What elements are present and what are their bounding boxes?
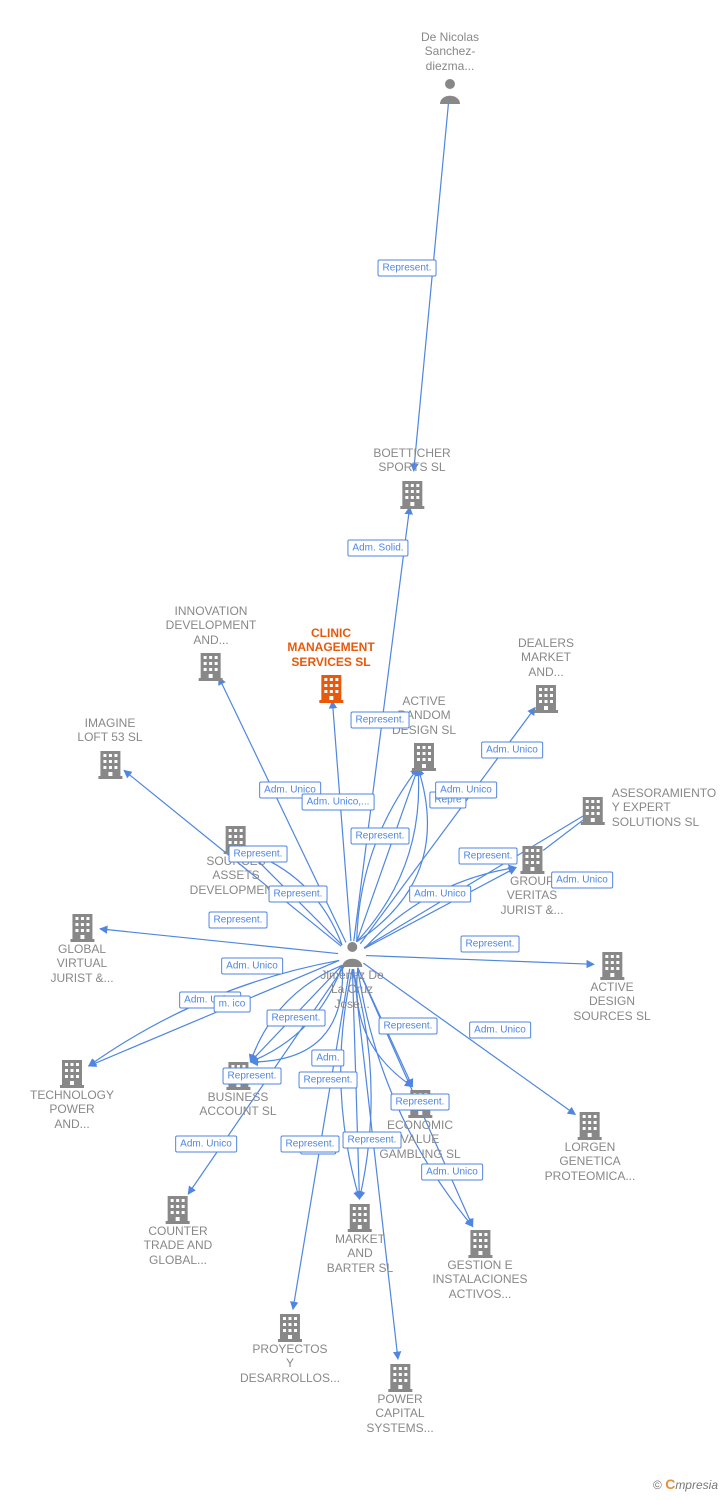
person-icon <box>320 940 383 968</box>
node-label: CLINIC MANAGEMENT SERVICES SL <box>287 626 374 669</box>
building-icon <box>366 1362 433 1392</box>
node-n_active_rd[interactable]: ACTIVE RANDOM DESIGN SL <box>392 694 456 771</box>
node-n_imagine[interactable]: IMAGINE LOFT 53 SL <box>77 716 142 779</box>
building-icon <box>373 479 450 509</box>
node-label: Jimenez De La Cruz Jose... <box>320 968 383 1011</box>
building-icon <box>392 741 456 771</box>
edge-label: Represent. <box>343 1132 402 1149</box>
building-icon <box>144 1194 213 1224</box>
building-icon <box>50 912 113 942</box>
node-label: De Nicolas Sanchez- diezma... <box>421 30 479 73</box>
edge-label: Adm. Unico <box>175 1136 237 1153</box>
edge-label: Represent. <box>229 846 288 863</box>
node-label: GESTION E INSTALACIONES ACTIVOS... <box>432 1258 527 1301</box>
copyright-brand-first: C <box>665 1476 675 1492</box>
node-label: DEALERS MARKET AND... <box>518 636 574 679</box>
copyright-symbol: © <box>653 1478 662 1492</box>
edge-label: Adm. Solid. <box>347 540 408 557</box>
edge-label: Represent. <box>459 848 518 865</box>
building-icon <box>518 683 574 713</box>
building-icon <box>287 673 374 703</box>
copyright-brand-rest: mpresia <box>675 1478 718 1492</box>
node-label: POWER CAPITAL SYSTEMS... <box>366 1392 433 1435</box>
edge-label: Represent. <box>379 1018 438 1035</box>
edge <box>414 101 449 471</box>
building-icon <box>545 1110 636 1140</box>
building-icon <box>166 651 257 681</box>
node-label: COUNTER TRADE AND GLOBAL... <box>144 1224 213 1267</box>
building-icon <box>30 1058 114 1088</box>
node-label: INNOVATION DEVELOPMENT AND... <box>166 604 257 647</box>
building-icon <box>327 1202 393 1232</box>
edge-label: Represent. <box>351 712 410 729</box>
edge-label: Adm. Unico <box>481 742 543 759</box>
node-label: ASESORAMIENTO Y EXPERT SOLUTIONS SL <box>612 786 716 829</box>
edge <box>366 956 594 965</box>
node-n_proyectos[interactable]: PROYECTOS Y DESARROLLOS... <box>240 1312 340 1389</box>
edge-label: Represent. <box>281 1136 340 1153</box>
node-label: ACTIVE DESIGN SOURCES SL <box>573 980 650 1023</box>
node-n_jimenez[interactable]: Jimenez De La Cruz Jose... <box>320 940 383 1015</box>
node-label: IMAGINE LOFT 53 SL <box>77 716 142 745</box>
node-n_clinic[interactable]: CLINIC MANAGEMENT SERVICES SL <box>287 626 374 703</box>
edge-label: Represent. <box>351 828 410 845</box>
node-label: GLOBAL VIRTUAL JURIST &... <box>50 942 113 985</box>
edge <box>100 929 338 954</box>
node-n_global[interactable]: GLOBAL VIRTUAL JURIST &... <box>50 912 113 989</box>
edge-label: Adm. Unico <box>221 958 283 975</box>
edge-label: Adm. Unico <box>435 782 497 799</box>
node-n_lorgen[interactable]: LORGEN GENETICA PROTEOMICA... <box>545 1110 636 1187</box>
edge-label: Represent. <box>391 1094 450 1111</box>
edge-label: Represent. <box>267 1010 326 1027</box>
node-label: BOETTICHER SPORTS SL <box>373 446 450 475</box>
edge-label: Adm. Unico,... <box>302 794 375 811</box>
edge-label: Adm. Unico <box>421 1164 483 1181</box>
copyright: © Cmpresia <box>653 1476 718 1492</box>
edge-label: m. ico <box>214 996 251 1013</box>
node-n_asesor[interactable]: ASESORAMIENTO Y EXPERT SOLUTIONS SL <box>580 786 716 833</box>
edge-label: Represent. <box>209 912 268 929</box>
node-label: MARKET AND BARTER SL <box>327 1232 393 1275</box>
edge-label: Adm. <box>311 1050 344 1067</box>
node-n_power[interactable]: POWER CAPITAL SYSTEMS... <box>366 1362 433 1439</box>
building-icon <box>240 1312 340 1342</box>
node-n_gestion[interactable]: GESTION E INSTALACIONES ACTIVOS... <box>432 1228 527 1305</box>
building-icon <box>573 950 650 980</box>
edge-label: Adm. Unico <box>551 872 613 889</box>
edge-label: Represent. <box>299 1072 358 1089</box>
node-label: TECHNOLOGY POWER AND... <box>30 1088 114 1131</box>
edge-label: Represent. <box>378 260 437 277</box>
building-icon <box>77 749 142 779</box>
edge-label: Adm. Unico <box>409 886 471 903</box>
node-n_boetticher[interactable]: BOETTICHER SPORTS SL <box>373 446 450 509</box>
person-icon <box>421 77 479 105</box>
building-icon <box>432 1228 527 1258</box>
node-n_active_ds[interactable]: ACTIVE DESIGN SOURCES SL <box>573 950 650 1027</box>
edge-label: Represent. <box>223 1068 282 1085</box>
node-label: BUSINESS ACCOUNT SL <box>199 1090 276 1119</box>
edge-label: Represent. <box>461 936 520 953</box>
edge-label: Adm. Unico <box>469 1022 531 1039</box>
node-n_dealers[interactable]: DEALERS MARKET AND... <box>518 636 574 713</box>
edge <box>332 701 351 941</box>
node-label: LORGEN GENETICA PROTEOMICA... <box>545 1140 636 1183</box>
node-label: PROYECTOS Y DESARROLLOS... <box>240 1342 340 1385</box>
node-n_innov[interactable]: INNOVATION DEVELOPMENT AND... <box>166 604 257 681</box>
node-n_tech[interactable]: TECHNOLOGY POWER AND... <box>30 1058 114 1135</box>
node-n_market[interactable]: MARKET AND BARTER SL <box>327 1202 393 1279</box>
node-n_denicolas[interactable]: De Nicolas Sanchez- diezma... <box>421 30 479 105</box>
edge-label: Represent. <box>269 886 328 903</box>
node-n_counter[interactable]: COUNTER TRADE AND GLOBAL... <box>144 1194 213 1271</box>
